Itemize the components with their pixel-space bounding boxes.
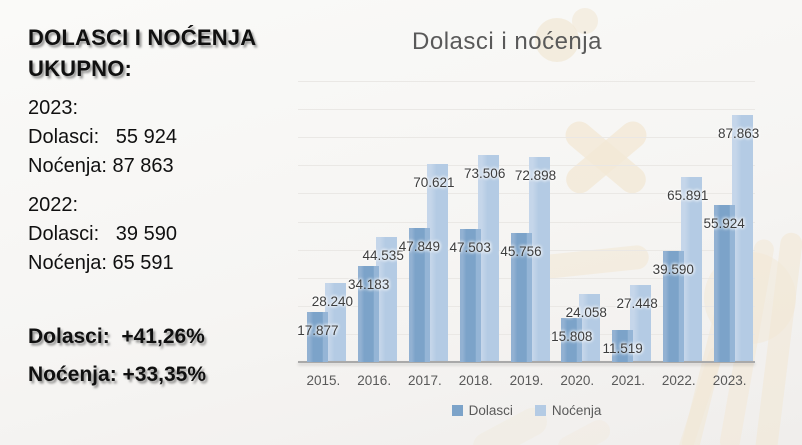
bar-noćenja-2018 <box>477 155 499 362</box>
bar-noćenja-2022 <box>680 176 702 362</box>
data-label-noćenja-2016: 44.535 <box>362 247 404 263</box>
summary-heading-colon: : <box>124 56 133 81</box>
x-axis-line <box>298 361 755 363</box>
summary-2023-dolasci: Dolasci: 55 924 <box>28 126 177 148</box>
x-axis-label-2020: 2020. <box>560 373 595 388</box>
gridline-50000 <box>298 221 755 223</box>
data-label-dolasci-2021: 11.519 <box>602 340 643 356</box>
x-axis-label-2021: 2021. <box>611 373 645 388</box>
gridline-60000 <box>298 193 755 195</box>
summary-pct-nocenja: Noćenja: +33,35% <box>28 363 207 386</box>
bar-noćenja-2016 <box>376 236 398 362</box>
data-label-noćenja-2023: 87.863 <box>717 126 760 142</box>
data-label-dolasci-2019: 45.756 <box>500 244 542 260</box>
legend-item-nocenja: Noćenja <box>534 403 602 418</box>
bar-noćenja-2015 <box>325 282 347 362</box>
bar-dolasci-2022 <box>662 250 684 362</box>
data-label-dolasci-2023: 55.924 <box>703 215 745 231</box>
x-axis-label-2017: 2017. <box>407 373 442 388</box>
summary-heading-line2: UKUPNO: <box>28 53 293 84</box>
legend-label-nocenja: Noćenja <box>551 403 602 418</box>
data-label-noćenja-2022: 65.891 <box>667 187 709 203</box>
data-label-dolasci-2017: 47.849 <box>398 238 441 254</box>
data-label-dolasci-2018: 47.503 <box>449 239 491 255</box>
summary-block-2023: 2023: Dolasci: 55 924 Noćenja: 87 863 <box>28 94 293 181</box>
data-label-noćenja-2015: 28.240 <box>311 293 354 309</box>
data-label-noćenja-2017: 70.621 <box>413 174 455 190</box>
data-label-noćenja-2021: 27.448 <box>616 295 658 311</box>
bar-dolasci-2020 <box>561 317 583 362</box>
chart-legend: Dolasci Noćenja <box>298 403 755 418</box>
bar-noćenja-2021 <box>630 284 652 362</box>
summary-2023-nocenja: Noćenja: 87 863 <box>28 155 174 177</box>
bar-noćenja-2023 <box>731 115 753 362</box>
bar-dolasci-2017 <box>408 227 430 362</box>
gridline-70000 <box>298 165 755 167</box>
data-label-dolasci-2015: 17.877 <box>297 322 339 338</box>
x-axis-label-2022: 2022. <box>661 373 696 388</box>
x-axis-label-2023: 2023. <box>712 373 747 388</box>
summary-2022-nocenja: Noćenja: 65 591 <box>28 252 174 274</box>
legend-label-dolasci: Dolasci <box>468 403 513 418</box>
bar-noćenja-2017 <box>426 163 448 362</box>
x-axis-label-2019: 2019. <box>509 373 544 388</box>
gridline-100000 <box>298 81 755 82</box>
bar-dolasci-2018 <box>459 228 481 362</box>
summary-panel: DOLASCI I NOĆENJA UKUPNO: 2023: Dolasci:… <box>28 22 293 390</box>
bar-dolasci-2021 <box>612 329 634 362</box>
gridline-80000 <box>298 137 755 139</box>
summary-heading-line1: DOLASCI I NOĆENJA <box>28 25 257 50</box>
legend-swatch-nocenja-icon <box>534 405 546 416</box>
deco-blob-icon <box>535 18 579 62</box>
summary-2023-year: 2023: <box>28 97 79 119</box>
bar-dolasci-2016 <box>358 265 380 362</box>
legend-swatch-dolasci-icon <box>451 405 463 416</box>
legend-item-dolasci: Dolasci <box>451 403 513 418</box>
x-axis-label-2018: 2018. <box>458 373 493 388</box>
summary-heading-ukupno: UKUPNO <box>28 56 125 81</box>
data-label-dolasci-2022: 39.590 <box>652 261 694 277</box>
data-label-noćenja-2020: 24.058 <box>565 305 607 321</box>
x-axis-label-2016: 2016. <box>357 373 392 388</box>
bar-dolasci-2019 <box>510 233 532 362</box>
summary-pct-dolasci: Dolasci: +41,26% <box>28 325 205 348</box>
bar-noćenja-2020 <box>579 294 601 362</box>
summary-2022-year: 2022: <box>28 194 79 216</box>
gridline-90000 <box>298 109 755 111</box>
data-label-dolasci-2016: 34.183 <box>348 276 390 292</box>
summary-block-2022: 2022: Dolasci: 39 590 Noćenja: 65 591 <box>28 191 293 278</box>
data-label-noćenja-2019: 72.898 <box>514 168 557 184</box>
summary-2022-dolasci: Dolasci: 39 590 <box>28 223 177 245</box>
data-label-noćenja-2018: 73.506 <box>464 166 506 182</box>
x-axis-label-2015: 2015. <box>306 373 341 388</box>
bar-dolasci-2023 <box>713 204 735 362</box>
bar-dolasci-2015 <box>307 311 329 362</box>
chart-title: Dolasci i noćenja <box>412 28 602 55</box>
data-label-dolasci-2020: 15.808 <box>551 328 593 344</box>
bar-noćenja-2019 <box>528 157 550 362</box>
